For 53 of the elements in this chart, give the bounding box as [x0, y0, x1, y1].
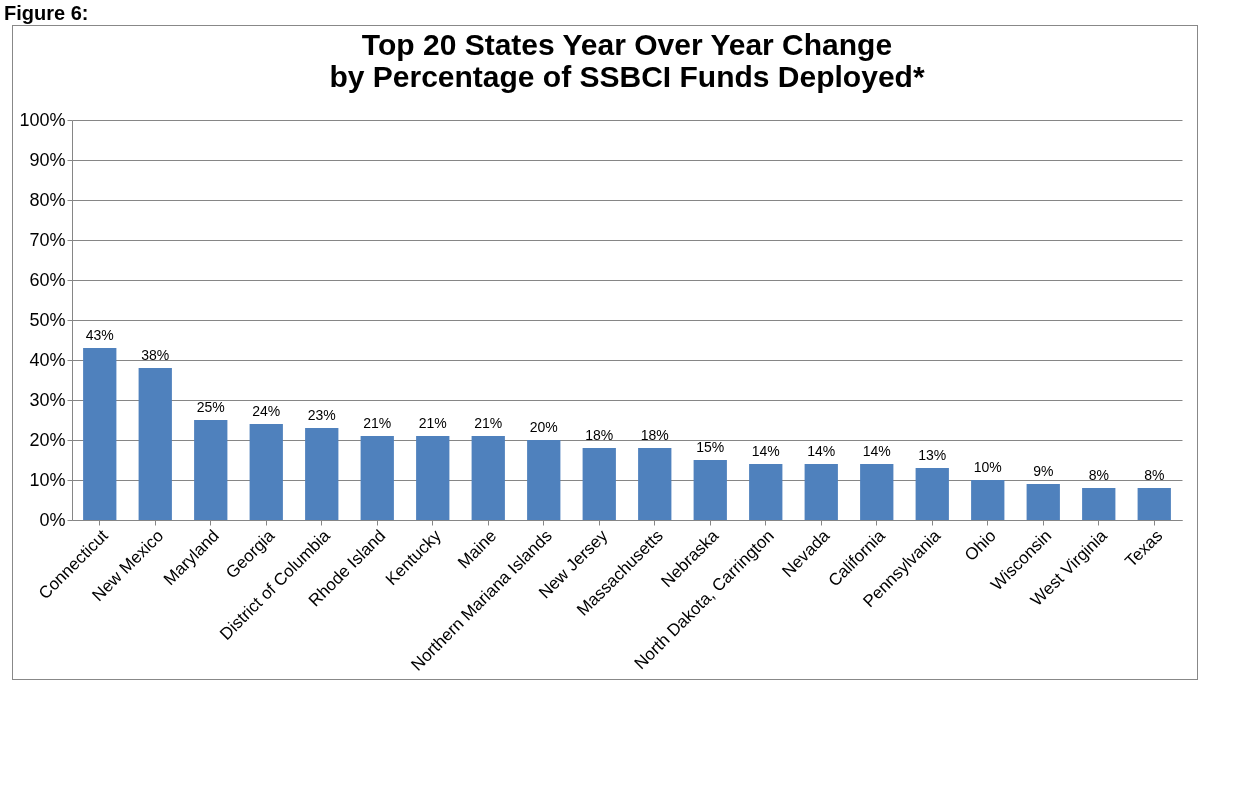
bar [860, 464, 894, 520]
data-label: 14% [807, 443, 836, 459]
data-label: 18% [585, 427, 614, 443]
bar [693, 460, 727, 520]
caption: Figure 6: [4, 2, 90, 25]
bar [915, 468, 949, 520]
bar [638, 448, 672, 520]
data-label: 23% [307, 407, 336, 423]
chart-title: Top 20 States Year Over Year Change by Percentage of SSBCI Funds Deployed* [329, 28, 925, 93]
data-label: 8% [1088, 467, 1109, 483]
bar [360, 436, 394, 520]
bar [305, 428, 339, 520]
data-label: 25% [196, 399, 225, 415]
data-label: 15% [696, 439, 725, 455]
data-label: 21% [363, 415, 392, 431]
y-tick-label: 80% [29, 189, 66, 210]
bar [83, 348, 117, 520]
y-tick-label: 30% [29, 389, 66, 410]
data-label: 38% [141, 347, 170, 363]
data-label: 20% [529, 419, 558, 435]
bar [138, 368, 172, 520]
data-label: 8% [1144, 467, 1165, 483]
bar [582, 448, 616, 520]
bar [804, 464, 838, 520]
y-tick-label: 20% [29, 429, 66, 450]
bar [416, 436, 450, 520]
bar [249, 424, 283, 520]
y-tick-label: 0% [39, 509, 66, 530]
y-tick-label: 60% [29, 269, 66, 290]
bar [527, 440, 561, 520]
data-label: 13% [918, 447, 947, 463]
data-label: 9% [1033, 463, 1054, 479]
y-tick-label: 40% [29, 349, 66, 370]
y-tick-label: 90% [29, 149, 66, 170]
bar [194, 420, 228, 520]
data-label: 18% [640, 427, 669, 443]
bar [1137, 488, 1171, 520]
y-tick-label: 100% [19, 109, 66, 130]
bar [749, 464, 783, 520]
data-label: 21% [418, 415, 447, 431]
data-label: 43% [85, 327, 114, 343]
data-label: 10% [973, 459, 1002, 475]
data-label: 14% [862, 443, 891, 459]
y-tick-label: 10% [29, 469, 66, 490]
y-tick-label: 70% [29, 229, 66, 250]
bar [1082, 488, 1116, 520]
y-tick-label: 50% [29, 309, 66, 330]
data-label: 21% [474, 415, 503, 431]
data-label: 14% [751, 443, 780, 459]
data-label: 24% [252, 403, 281, 419]
bar [1026, 484, 1060, 520]
bar [471, 436, 505, 520]
bar [971, 480, 1005, 520]
